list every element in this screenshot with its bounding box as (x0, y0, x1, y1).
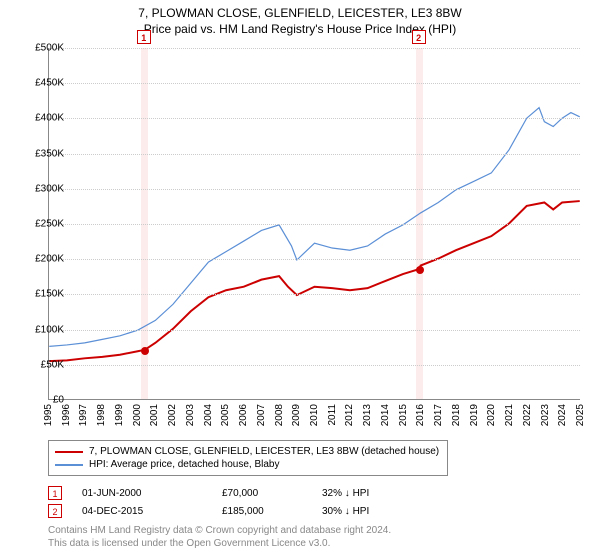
gridline-h (49, 259, 580, 260)
x-axis-label: 2005 (220, 404, 231, 426)
footer-attribution: Contains HM Land Registry data © Crown c… (48, 524, 391, 550)
x-axis-label: 2009 (291, 404, 302, 426)
chart-title-main: 7, PLOWMAN CLOSE, GLENFIELD, LEICESTER, … (0, 6, 600, 20)
footer-line2: This data is licensed under the Open Gov… (48, 537, 391, 550)
sales-pct-1: 32% ↓ HPI (322, 488, 422, 499)
sales-table: 1 01-JUN-2000 £70,000 32% ↓ HPI 2 04-DEC… (48, 484, 422, 520)
x-axis-label: 2016 (415, 404, 426, 426)
plot-area (48, 48, 580, 400)
x-axis-label: 2001 (149, 404, 160, 426)
x-axis-label: 2000 (132, 404, 143, 426)
series-line-hpi (49, 108, 579, 347)
legend-label-property: 7, PLOWMAN CLOSE, GLENFIELD, LEICESTER, … (89, 446, 439, 457)
series-line-property (49, 201, 579, 361)
y-axis-label: £400K (35, 113, 64, 124)
x-axis-label: 2019 (469, 404, 480, 426)
x-axis-label: 2012 (344, 404, 355, 426)
legend-swatch-property (55, 451, 83, 453)
sale-point-icon (416, 266, 424, 274)
x-axis-label: 2021 (504, 404, 515, 426)
sales-marker-2: 2 (48, 504, 62, 518)
footer-line1: Contains HM Land Registry data © Crown c… (48, 524, 391, 537)
x-axis-label: 1998 (96, 404, 107, 426)
y-axis-label: £350K (35, 148, 64, 159)
x-axis-label: 2024 (557, 404, 568, 426)
gridline-h (49, 224, 580, 225)
gridline-h (49, 154, 580, 155)
x-axis-label: 1996 (61, 404, 72, 426)
legend-row-property: 7, PLOWMAN CLOSE, GLENFIELD, LEICESTER, … (55, 445, 441, 458)
x-axis-label: 2003 (185, 404, 196, 426)
x-axis-label: 2023 (540, 404, 551, 426)
x-axis-label: 2015 (398, 404, 409, 426)
sale-marker-1: 1 (137, 30, 151, 44)
x-axis-label: 2004 (203, 404, 214, 426)
y-axis-label: £100K (35, 324, 64, 335)
sales-row-1: 1 01-JUN-2000 £70,000 32% ↓ HPI (48, 484, 422, 502)
x-axis-label: 2013 (362, 404, 373, 426)
y-axis-label: £250K (35, 219, 64, 230)
chart-title-sub: Price paid vs. HM Land Registry's House … (0, 22, 600, 36)
x-axis-label: 2017 (433, 404, 444, 426)
x-axis-label: 2008 (274, 404, 285, 426)
gridline-h (49, 294, 580, 295)
sales-row-2: 2 04-DEC-2015 £185,000 30% ↓ HPI (48, 502, 422, 520)
sales-date-2: 04-DEC-2015 (82, 506, 222, 517)
sales-pct-2: 30% ↓ HPI (322, 506, 422, 517)
x-axis-label: 1995 (43, 404, 54, 426)
y-axis-label: £200K (35, 254, 64, 265)
gridline-h (49, 365, 580, 366)
y-axis-label: £300K (35, 183, 64, 194)
sales-date-1: 01-JUN-2000 (82, 488, 222, 499)
x-axis-label: 2025 (575, 404, 586, 426)
y-axis-label: £500K (35, 43, 64, 54)
y-axis-label: £150K (35, 289, 64, 300)
legend-box: 7, PLOWMAN CLOSE, GLENFIELD, LEICESTER, … (48, 440, 448, 476)
x-axis-label: 2010 (309, 404, 320, 426)
sales-price-2: £185,000 (222, 506, 322, 517)
legend-swatch-hpi (55, 464, 83, 466)
y-axis-label: £50K (41, 359, 64, 370)
x-axis-label: 2007 (256, 404, 267, 426)
sales-marker-1: 1 (48, 486, 62, 500)
x-axis-label: 2018 (451, 404, 462, 426)
legend-row-hpi: HPI: Average price, detached house, Blab… (55, 458, 441, 471)
x-axis-label: 2011 (327, 404, 338, 426)
gridline-h (49, 189, 580, 190)
sale-point-icon (141, 347, 149, 355)
x-axis-label: 2006 (238, 404, 249, 426)
x-axis-label: 2022 (522, 404, 533, 426)
x-axis-label: 1999 (114, 404, 125, 426)
sales-price-1: £70,000 (222, 488, 322, 499)
price-chart-container: 7, PLOWMAN CLOSE, GLENFIELD, LEICESTER, … (0, 0, 600, 560)
y-axis-label: £450K (35, 78, 64, 89)
x-axis-label: 2020 (486, 404, 497, 426)
gridline-h (49, 83, 580, 84)
gridline-h (49, 48, 580, 49)
sale-marker-2: 2 (412, 30, 426, 44)
legend-label-hpi: HPI: Average price, detached house, Blab… (89, 459, 280, 470)
x-axis-label: 2014 (380, 404, 391, 426)
gridline-h (49, 330, 580, 331)
gridline-h (49, 118, 580, 119)
x-axis-label: 1997 (78, 404, 89, 426)
x-axis-label: 2002 (167, 404, 178, 426)
chart-title-block: 7, PLOWMAN CLOSE, GLENFIELD, LEICESTER, … (0, 0, 600, 38)
